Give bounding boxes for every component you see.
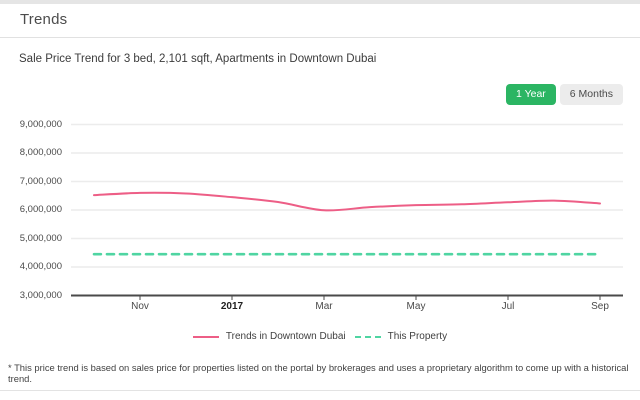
- x-axis-label: Sep: [591, 301, 609, 312]
- top-divider: [0, 0, 640, 4]
- chart-legend: Trends in Downtown Dubai This Property: [0, 331, 640, 342]
- y-axis-label: 8,000,000: [19, 147, 62, 158]
- x-axis-label: 2017: [220, 301, 244, 312]
- y-axis-label: 7,000,000: [19, 175, 62, 187]
- trend-line-swatch: [192, 335, 219, 338]
- legend-label-trends: Trends in Downtown Dubai: [225, 331, 346, 342]
- x-axis-label: Nov: [131, 301, 149, 312]
- one-year-button[interactable]: 1 Year: [506, 84, 556, 105]
- y-axis-label: 3,000,000: [19, 289, 62, 301]
- legend-item-property[interactable]: This Property: [354, 331, 448, 342]
- property-line-swatch: [354, 335, 381, 338]
- y-axis-label: 5,000,000: [19, 232, 62, 244]
- chart-subtitle: Sale Price Trend for 3 bed, 2,101 sqft, …: [19, 53, 377, 65]
- panel-title: Trends: [20, 11, 68, 28]
- x-axis-label: May: [406, 301, 426, 312]
- legend-label-property: This Property: [387, 331, 448, 342]
- six-months-button[interactable]: 6 Months: [559, 84, 623, 105]
- header-divider: [0, 37, 640, 38]
- x-axis-label: Mar: [315, 301, 333, 312]
- legend-item-trends[interactable]: Trends in Downtown Dubai: [192, 331, 346, 342]
- disclaimer-footnote: * This price trend is based on sales pri…: [8, 362, 629, 384]
- x-axis-label: Jul: [501, 301, 515, 312]
- bottom-divider: [0, 390, 640, 391]
- y-axis-label: 6,000,000: [19, 204, 62, 215]
- time-range-toggle: 1 Year 6 Months: [506, 84, 623, 105]
- y-axis-label: 4,000,000: [19, 261, 62, 272]
- y-axis-label: 9,000,000: [19, 118, 62, 130]
- series-solid: [93, 191, 601, 212]
